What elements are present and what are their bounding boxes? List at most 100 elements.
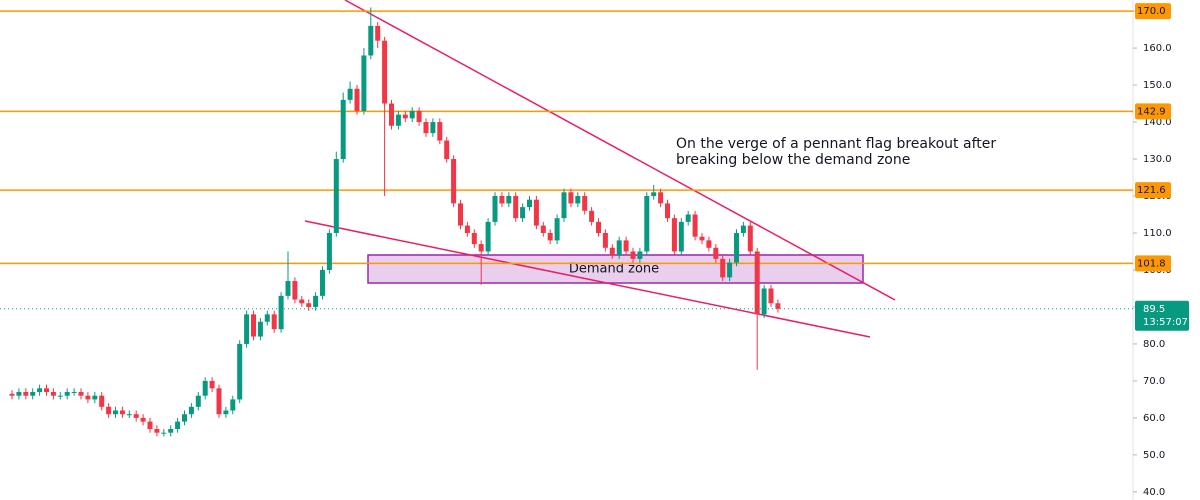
candle-body [50,392,56,396]
candle-body [644,196,650,252]
y-tick-label: 80.0 [1143,339,1165,350]
y-tick-label: 70.0 [1143,376,1165,387]
y-tick-label: 130.0 [1143,154,1172,165]
candle-body [119,410,125,415]
level-tag [1135,182,1171,199]
candle-body [513,196,519,219]
candle-body [216,388,222,415]
zone-label: Demand zone [569,262,659,277]
candle-body [665,203,670,219]
candle-body [464,225,470,233]
candle-body [395,114,401,126]
y-tick-label: 50.0 [1143,450,1165,461]
candle-body [85,395,91,400]
candle-body [251,314,256,337]
candles [0,7,1133,437]
candle-body [347,88,353,100]
candle-body [161,432,167,434]
candle-body [637,251,643,259]
candle-body [492,196,498,222]
candle-body [326,232,332,270]
y-tick-label: 60.0 [1143,413,1165,424]
candle-body [320,269,325,296]
candle-body [416,110,422,123]
candle-body [706,240,712,248]
candle-body [409,110,415,119]
candle-body [209,380,215,389]
candle-body [382,40,388,104]
candle-body [685,214,691,222]
candle-body [154,428,160,433]
candle-body [257,321,263,337]
candle-body [423,122,429,134]
candle-body [126,414,132,416]
y-tick-label: 110.0 [1143,228,1172,239]
candle-body [368,25,374,56]
candle-body [437,122,443,141]
candle-body [630,251,636,259]
candle-body [402,114,408,119]
candle-body [575,196,581,204]
candle-body [430,122,436,134]
candle-body [609,247,615,256]
candle-body [244,314,250,344]
candle-body [444,140,450,160]
candle-body [506,196,512,204]
candle-body [175,421,181,429]
candle-body [554,218,560,241]
level-tag [1135,103,1171,120]
candle-body [333,159,339,233]
candle-body [582,196,588,211]
candle-body [306,303,312,307]
candle-body [78,392,84,396]
candle-body [747,225,753,252]
candle-body [761,288,767,315]
candle-body [471,232,477,245]
candle-body [30,392,36,396]
candle-body [113,410,118,415]
candle-body [561,192,567,219]
candle-body [202,380,208,396]
annotation-line: breaking below the demand zone [676,152,910,168]
current-price-tag [1135,300,1189,331]
candle-body [533,199,539,226]
candle-body [375,25,381,41]
candle-body [623,240,629,252]
candle-body [458,203,463,226]
y-tick-label: 40.0 [1143,487,1165,498]
y-tick-label: 160.0 [1143,43,1172,54]
candle-body [678,221,684,252]
candle-body [692,214,698,237]
candle-body [520,207,526,219]
candle-body [616,240,622,256]
candle-body [140,417,146,422]
candle-body [775,303,781,309]
candle-body [734,232,739,263]
level-label: 121.6 [1137,185,1166,196]
level-tag [1135,255,1171,272]
candle-body [299,299,305,304]
price-axis: 40.050.060.070.080.090.0100.0110.0120.01… [1133,3,1189,498]
candle-body [354,88,360,111]
candle-body [64,392,70,396]
level-tag [1135,3,1171,20]
lower-trend-line [304,220,871,338]
candle-body [271,314,277,330]
candle-body [547,232,553,241]
candle-body [651,192,657,197]
candle-body [713,247,719,259]
candle-body [147,421,153,429]
candle-body [720,258,726,278]
candle-body [768,288,774,304]
countdown-label: 13:57:07 [1143,317,1188,328]
candle-body [195,395,201,407]
candle-body [23,392,29,396]
candle-body [589,210,595,222]
current-price-label: 89.5 [1143,304,1165,315]
y-tick-label: 150.0 [1143,80,1172,91]
candle-body [361,55,367,111]
candle-body [485,221,491,252]
candle-body [658,192,664,204]
candle-body [451,159,457,204]
